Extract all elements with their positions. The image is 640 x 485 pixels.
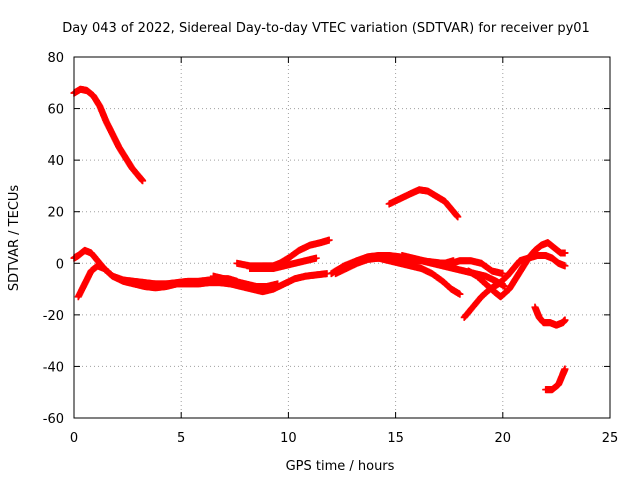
series-arc-13	[464, 239, 569, 301]
series-arc-11	[398, 252, 457, 267]
chart-title: Day 043 of 2022, Sidereal Day-to-day VTE…	[62, 21, 590, 36]
series-arc-3	[74, 262, 331, 301]
series-arc-10	[385, 186, 462, 221]
data-point	[274, 280, 282, 288]
data-point	[561, 249, 569, 257]
y-tick-label: -40	[43, 360, 64, 375]
x-tick-label: 5	[177, 431, 185, 446]
x-tick-label: 20	[495, 431, 512, 446]
data-point	[139, 177, 147, 185]
y-tick-label: 40	[47, 154, 64, 169]
tick-layer: 0 5 10 15 20 25 -60 -40 -20 0 20 40 60 80	[43, 51, 619, 446]
series-arc-14	[531, 303, 569, 329]
series-arc-9	[327, 254, 464, 298]
x-axis-label: GPS time / hours	[286, 459, 395, 474]
y-tick-label: 20	[47, 206, 64, 221]
x-tick-label: 10	[280, 431, 297, 446]
grid-layer	[74, 57, 610, 418]
data-point	[456, 290, 464, 298]
data-point	[561, 365, 569, 373]
y-tick-label: 60	[47, 103, 64, 118]
series-arc-15	[542, 365, 569, 394]
x-tick-label: 15	[387, 431, 404, 446]
series-arc-6	[246, 254, 320, 272]
data-point	[325, 236, 333, 244]
data-point	[561, 262, 569, 270]
data-point	[449, 257, 457, 265]
x-tick-label: 25	[602, 431, 619, 446]
plot-frame	[73, 56, 611, 419]
data-layer	[70, 85, 569, 394]
y-tick-label: -20	[43, 309, 64, 324]
y-tick-label: 0	[56, 257, 64, 272]
series-arc-1	[70, 85, 147, 185]
y-tick-label: 80	[47, 51, 64, 66]
data-point	[561, 316, 569, 324]
series-arc-4	[209, 272, 282, 290]
y-tick-label: -60	[43, 412, 64, 427]
y-axis-label: SDTVAR / TECUs	[7, 185, 22, 292]
x-tick-label: 0	[70, 431, 78, 446]
data-point	[312, 254, 320, 262]
data-point	[454, 213, 462, 221]
